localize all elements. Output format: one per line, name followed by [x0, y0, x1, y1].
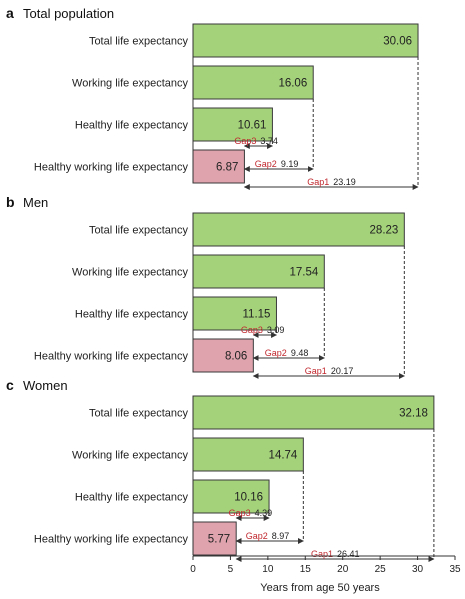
gap-name: Gap3: [234, 136, 256, 146]
value-label: 10.61: [238, 120, 267, 132]
gap-value: 23.19: [333, 177, 356, 187]
gap-value: 9.19: [281, 159, 299, 169]
bar: [192, 23, 419, 58]
bar: [192, 479, 270, 514]
x-axis-title: Years from age 50 years: [260, 582, 380, 594]
bar: [192, 296, 277, 331]
bar: [192, 107, 273, 142]
value-label: 30.06: [383, 36, 412, 48]
panel-title: Total population: [23, 6, 114, 21]
x-tick-label: 15: [300, 564, 312, 575]
x-tick-label: 5: [228, 564, 234, 575]
gap-value: 3.74: [260, 136, 278, 146]
gap-name: Gap2: [246, 531, 268, 541]
gap-value: 4.39: [255, 508, 273, 518]
category-label: Working life expectancy: [72, 78, 188, 90]
category-label: Healthy working life expectancy: [34, 162, 189, 174]
value-label: 16.06: [278, 78, 307, 90]
value-label: 17.54: [290, 267, 319, 279]
value-label: 10.16: [234, 492, 263, 504]
category-label: Healthy life expectancy: [75, 492, 189, 504]
panel-title: Women: [23, 378, 68, 393]
panel-a: a Total population Total life expectancy 30…: [6, 5, 419, 190]
chart-panels: a Total population Total life expectancy 30…: [6, 5, 435, 562]
gap-value: 26.41: [337, 549, 360, 559]
value-label: 28.23: [370, 225, 399, 237]
category-label: Total life expectancy: [89, 36, 189, 48]
panel-title: Men: [23, 195, 48, 210]
x-tick-label: 0: [190, 564, 196, 575]
value-label: 11.15: [243, 309, 271, 321]
gap-value: 3.09: [267, 325, 285, 335]
gap-name: Gap3: [229, 508, 251, 518]
gap-value: 8.97: [272, 531, 290, 541]
panel-letter: c: [6, 377, 14, 393]
category-label: Working life expectancy: [72, 450, 188, 462]
gap-name: Gap2: [265, 348, 287, 358]
category-label: Healthy working life expectancy: [34, 534, 189, 546]
bar-highlight: [192, 338, 254, 373]
gap-name: Gap1: [311, 549, 333, 559]
category-label: Total life expectancy: [89, 225, 189, 237]
bar: [192, 212, 405, 247]
gap-value: 9.48: [291, 348, 309, 358]
value-label: 32.18: [399, 408, 428, 420]
x-tick-label: 10: [262, 564, 274, 575]
category-label: Working life expectancy: [72, 267, 188, 279]
category-label: Healthy working life expectancy: [34, 351, 189, 363]
value-label: 6.87: [216, 162, 238, 174]
gap-name: Gap1: [305, 366, 327, 376]
category-label: Healthy life expectancy: [75, 120, 189, 132]
bar: [192, 437, 304, 472]
value-label: 8.06: [225, 351, 247, 363]
value-label: 5.77: [208, 534, 230, 546]
bar: [192, 395, 435, 430]
bar: [192, 254, 325, 289]
panel-b: b Men Total life expectancy 28.23 Working li…: [6, 194, 405, 379]
gap-name: Gap3: [241, 325, 263, 335]
x-tick-label: 25: [375, 564, 387, 575]
x-tick-label: 30: [412, 564, 424, 575]
bar-highlight: [192, 521, 237, 556]
gap-name: Gap2: [255, 159, 277, 169]
gap-value: 20.17: [331, 366, 354, 376]
panel-letter: a: [6, 5, 14, 21]
category-label: Healthy life expectancy: [75, 309, 189, 321]
panel-letter: b: [6, 194, 15, 210]
bar: [192, 65, 314, 100]
gap-name: Gap1: [307, 177, 329, 187]
category-label: Total life expectancy: [89, 408, 189, 420]
x-axis: 0 5 10 15 20 25 30 35 Years from age 50 years: [190, 555, 461, 594]
x-tick-label: 20: [337, 564, 349, 575]
panel-c: c Women Total life expectancy 32.18 Working …: [6, 377, 435, 562]
value-label: 14.74: [269, 450, 298, 462]
x-tick-label: 35: [449, 564, 461, 575]
